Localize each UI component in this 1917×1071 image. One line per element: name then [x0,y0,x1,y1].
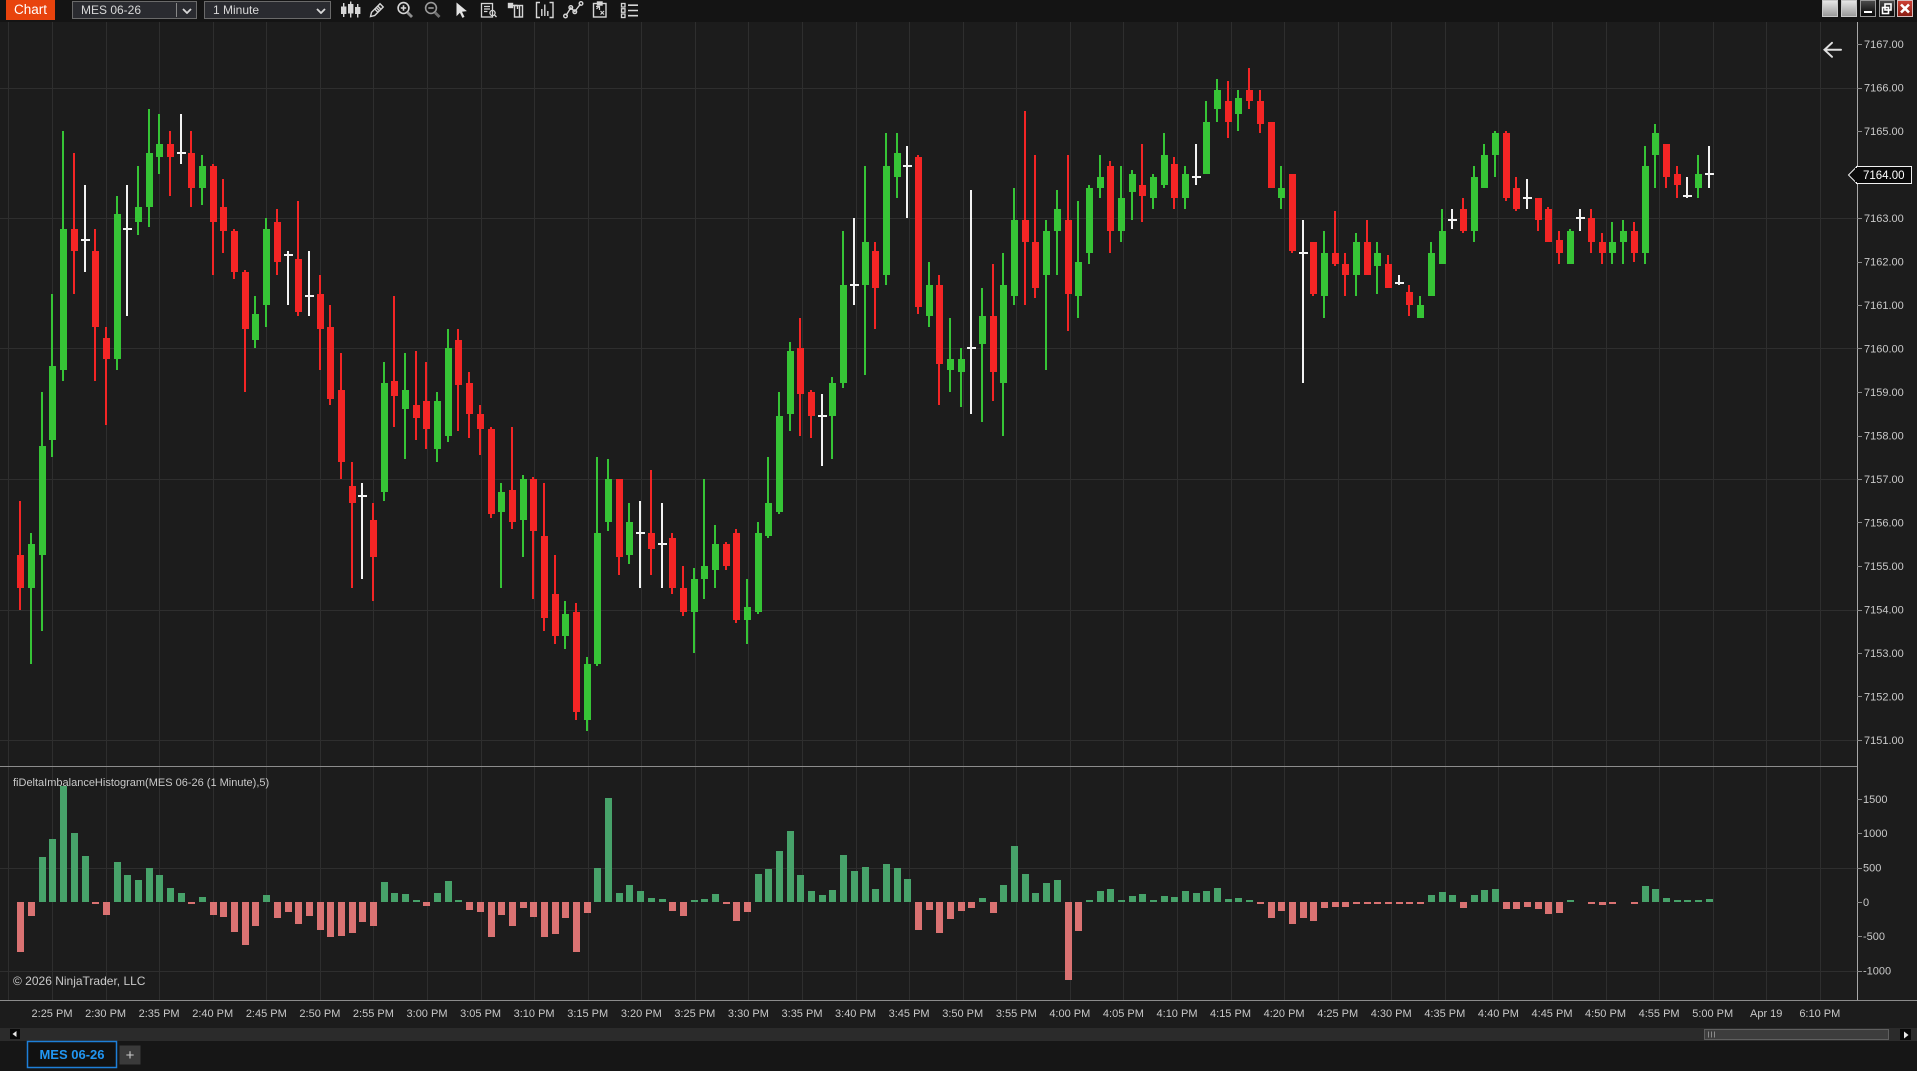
svg-text:2:40 PM: 2:40 PM [192,1008,233,1020]
svg-text:4:40 PM: 4:40 PM [1478,1008,1519,1020]
svg-text:7164.00: 7164.00 [1863,170,1905,182]
svg-text:2:25 PM: 2:25 PM [32,1008,73,1020]
svg-text:7162.00: 7162.00 [1864,256,1904,268]
svg-text:6:10 PM: 6:10 PM [1799,1008,1840,1020]
svg-text:7166.00: 7166.00 [1864,82,1904,94]
svg-text:+: + [126,1047,135,1064]
svg-text:7152.00: 7152.00 [1864,691,1904,703]
svg-text:7154.00: 7154.00 [1864,604,1904,616]
svg-text:4:45 PM: 4:45 PM [1532,1008,1573,1020]
svg-text:3:20 PM: 3:20 PM [621,1008,662,1020]
svg-text:2:45 PM: 2:45 PM [246,1008,287,1020]
svg-text:4:25 PM: 4:25 PM [1317,1008,1358,1020]
svg-text:3:50 PM: 3:50 PM [942,1008,983,1020]
svg-text:3:45 PM: 3:45 PM [889,1008,930,1020]
svg-text:7160.00: 7160.00 [1864,343,1904,355]
svg-text:© 2026 NinjaTrader, LLC: © 2026 NinjaTrader, LLC [13,974,146,988]
svg-text:7153.00: 7153.00 [1864,648,1904,660]
svg-text:4:55 PM: 4:55 PM [1639,1008,1680,1020]
svg-text:4:00 PM: 4:00 PM [1049,1008,1090,1020]
svg-text:7159.00: 7159.00 [1864,387,1904,399]
svg-text:3:35 PM: 3:35 PM [782,1008,823,1020]
svg-text:7157.00: 7157.00 [1864,474,1904,486]
svg-text:MES 06-26: MES 06-26 [39,1047,104,1062]
svg-text:3:05 PM: 3:05 PM [460,1008,501,1020]
svg-text:Apr 19: Apr 19 [1750,1008,1782,1020]
svg-text:2:30 PM: 2:30 PM [85,1008,126,1020]
svg-text:3:25 PM: 3:25 PM [674,1008,715,1020]
svg-text:4:05 PM: 4:05 PM [1103,1008,1144,1020]
svg-text:2:55 PM: 2:55 PM [353,1008,394,1020]
svg-text:3:40 PM: 3:40 PM [835,1008,876,1020]
svg-text:3:00 PM: 3:00 PM [407,1008,448,1020]
svg-text:0: 0 [1863,897,1869,909]
svg-text:7163.00: 7163.00 [1864,213,1904,225]
svg-text:3:55 PM: 3:55 PM [996,1008,1037,1020]
svg-text:2:35 PM: 2:35 PM [139,1008,180,1020]
svg-text:3:10 PM: 3:10 PM [514,1008,555,1020]
svg-text:7165.00: 7165.00 [1864,126,1904,138]
svg-text:2:50 PM: 2:50 PM [299,1008,340,1020]
svg-text:500: 500 [1863,863,1881,875]
svg-text:4:20 PM: 4:20 PM [1264,1008,1305,1020]
svg-text:1500: 1500 [1863,794,1887,806]
svg-text:7158.00: 7158.00 [1864,430,1904,442]
svg-text:1000: 1000 [1863,828,1887,840]
svg-text:7161.00: 7161.00 [1864,300,1904,312]
svg-text:7155.00: 7155.00 [1864,561,1904,573]
svg-text:3:30 PM: 3:30 PM [728,1008,769,1020]
svg-text:3:15 PM: 3:15 PM [567,1008,608,1020]
svg-text:4:50 PM: 4:50 PM [1585,1008,1626,1020]
svg-text:7156.00: 7156.00 [1864,517,1904,529]
svg-text:4:35 PM: 4:35 PM [1424,1008,1465,1020]
svg-text:-500: -500 [1863,931,1885,943]
svg-text:4:10 PM: 4:10 PM [1157,1008,1198,1020]
svg-text:7167.00: 7167.00 [1864,39,1904,51]
svg-text:5:00 PM: 5:00 PM [1692,1008,1733,1020]
svg-text:7151.00: 7151.00 [1864,735,1904,747]
svg-text:fiDeltaImbalanceHistogram(MES: fiDeltaImbalanceHistogram(MES 06-26 (1 M… [13,777,269,789]
svg-text:4:30 PM: 4:30 PM [1371,1008,1412,1020]
svg-text:4:15 PM: 4:15 PM [1210,1008,1251,1020]
svg-text:-1000: -1000 [1863,965,1891,977]
